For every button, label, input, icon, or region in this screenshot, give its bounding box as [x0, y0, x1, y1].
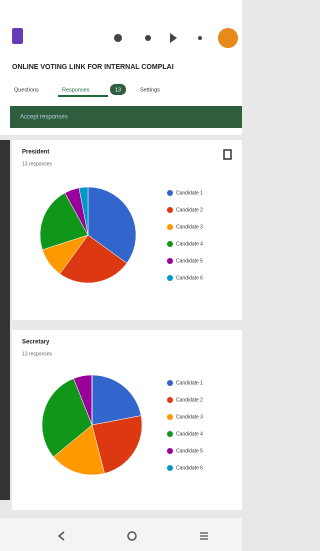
screen: ONLINE VOTING LINK FOR INTERNAL COMPLAI …	[0, 0, 242, 551]
legend-swatch	[167, 241, 173, 247]
chart-title: Secretary	[22, 340, 50, 346]
banner-text[interactable]: Accept responses	[20, 115, 68, 121]
legend-label: Candidate 6	[176, 465, 203, 471]
edge	[0, 140, 10, 500]
chart-subtitle: 13 responses	[22, 161, 53, 167]
chart-subtitle: 13 responses	[22, 351, 53, 357]
legend-swatch	[167, 275, 173, 281]
legend-swatch	[167, 465, 173, 471]
tab[interactable]: Questions	[14, 87, 39, 93]
legend-swatch	[167, 397, 173, 403]
legend-label: Candidate 3	[176, 414, 203, 420]
legend-swatch	[167, 448, 173, 454]
form-title: ONLINE VOTING LINK FOR INTERNAL COMPLAI	[12, 64, 174, 71]
nav-bar	[0, 518, 242, 551]
legend-label: Candidate 2	[176, 397, 203, 403]
tab[interactable]: Responses	[62, 87, 90, 93]
page: {"app":{"form_title":"ONLINE VOTING LINK…	[0, 0, 242, 551]
legend-swatch	[167, 414, 173, 420]
tab[interactable]: Settings	[140, 87, 160, 93]
legend-label: Candidate 3	[176, 224, 203, 230]
legend-swatch	[167, 431, 173, 437]
legend-swatch	[167, 207, 173, 213]
legend-label: Candidate 5	[176, 448, 203, 454]
legend-swatch	[167, 224, 173, 230]
legend-label: Candidate 4	[176, 431, 203, 437]
menu-icon[interactable]	[198, 36, 202, 40]
palette-icon[interactable]	[114, 34, 122, 42]
legend-swatch	[167, 190, 173, 196]
legend-label: Candidate 4	[176, 241, 203, 247]
legend-label: Candidate 1	[176, 190, 203, 196]
legend-swatch	[167, 258, 173, 264]
tab-indicator	[58, 95, 108, 97]
chart-title: President	[22, 150, 49, 156]
legend-label: Candidate 1	[176, 380, 203, 386]
legend-swatch	[167, 380, 173, 386]
preview-icon[interactable]	[145, 35, 151, 41]
badge-count: 13	[115, 87, 121, 93]
legend-label: Candidate 6	[176, 275, 203, 281]
forms-icon[interactable]	[12, 28, 23, 44]
legend-label: Candidate 5	[176, 258, 203, 264]
legend-label: Candidate 2	[176, 207, 203, 213]
avatar[interactable]	[218, 28, 238, 48]
